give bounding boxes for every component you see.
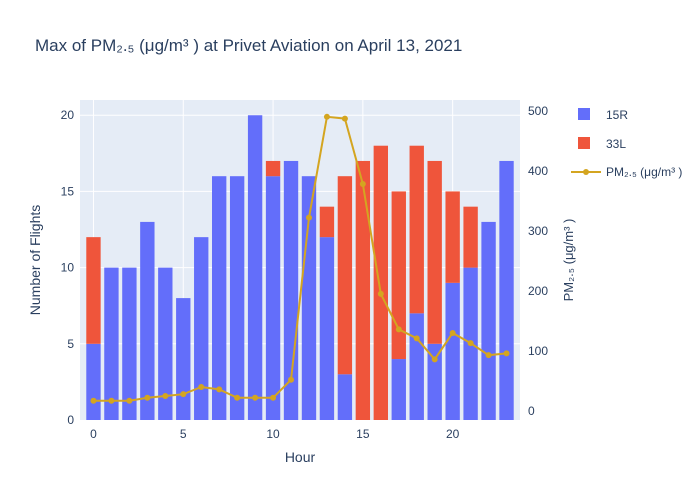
y2-axis-label: PM₂.₅ (μg/m³ ) — [561, 219, 576, 302]
pm25-point — [323, 113, 330, 120]
pm25-point — [377, 290, 384, 297]
pm25-point — [234, 394, 241, 401]
bar-15r — [104, 267, 119, 420]
y-tick-label: 15 — [61, 184, 75, 198]
pm25-point — [108, 397, 115, 404]
x-tick-label: 0 — [90, 427, 97, 441]
y-axis-label: Number of Flights — [27, 205, 43, 315]
pm25-point — [449, 329, 456, 336]
y2-tick-label: 200 — [528, 284, 548, 298]
bar-15r — [176, 298, 191, 420]
bar-15r — [445, 282, 460, 420]
pm25-point — [90, 397, 97, 404]
y2-tick-label: 400 — [528, 164, 548, 178]
bar-15r — [247, 115, 263, 420]
y2-tick-label: 0 — [528, 404, 535, 418]
pm25-point — [305, 214, 312, 221]
pm25-point — [341, 115, 348, 122]
pm25-line — [93, 115, 507, 402]
pm25-point — [270, 394, 277, 401]
pm25-point — [216, 386, 223, 393]
bar-15r — [409, 313, 424, 420]
pm25-point — [288, 376, 295, 383]
pm25-point — [144, 394, 151, 401]
bar-15r — [319, 237, 335, 420]
bar-15r — [265, 176, 281, 420]
bar-15r — [86, 343, 101, 420]
bar-15r — [499, 160, 514, 420]
bar-15r — [140, 221, 155, 420]
legend-label-33l: 33L — [606, 137, 626, 151]
chart-title: Max of PM₂.₅ (μg/m³ ) at Privet Aviation… — [35, 36, 462, 55]
bar-33l — [427, 160, 442, 344]
bar-15r — [337, 374, 353, 420]
pm25-point — [126, 397, 133, 404]
x-tick-label: 10 — [266, 427, 280, 441]
pm25-point — [252, 394, 259, 401]
y-tick-label: 0 — [67, 413, 74, 427]
bar-33l — [391, 191, 406, 360]
bar-15r — [194, 237, 209, 420]
pm25-point — [198, 383, 205, 390]
bar-15r — [158, 267, 173, 420]
bar-33l — [445, 191, 460, 283]
bar-15r — [391, 359, 406, 420]
y-tick-label: 5 — [67, 337, 74, 351]
pm25-point — [467, 340, 474, 347]
pm25-point — [162, 392, 169, 399]
y-tick-label: 10 — [61, 261, 75, 275]
bar-15r — [481, 221, 496, 420]
bar-33l — [86, 237, 101, 344]
legend-label-pm25: PM₂.₅ (μg/m³ ) — [606, 165, 682, 179]
legend-swatch-15r — [578, 108, 590, 120]
y-tick-label: 20 — [61, 108, 75, 122]
bar-15r — [301, 176, 317, 420]
bar-15r — [427, 343, 442, 420]
bar-15r — [229, 176, 245, 420]
pm25-point — [503, 350, 510, 357]
x-tick-label: 5 — [180, 427, 187, 441]
pm25-point — [395, 326, 402, 333]
legend-swatch-33l — [578, 137, 590, 149]
legend: 15R 33L PM₂.₅ (μg/m³ ) — [571, 108, 682, 179]
bar-15r — [122, 267, 137, 420]
pm25-point — [180, 391, 187, 398]
bar-33l — [337, 176, 353, 375]
pm25-series — [90, 113, 510, 404]
pm25-point — [359, 181, 366, 188]
x-tick-label: 15 — [356, 427, 370, 441]
bars — [86, 115, 514, 420]
legend-swatch-pm25-point — [583, 169, 589, 175]
pm25-point — [431, 356, 438, 363]
bar-33l — [265, 160, 281, 177]
bar-15r — [212, 176, 227, 420]
bar-33l — [355, 160, 371, 420]
bar-33l — [373, 145, 388, 420]
y2-tick-label: 500 — [528, 104, 548, 118]
legend-label-15r: 15R — [606, 108, 628, 122]
bar-33l — [319, 206, 335, 238]
y2-tick-label: 100 — [528, 344, 548, 358]
pm25-point — [413, 335, 420, 342]
y2-tick-label: 300 — [528, 224, 548, 238]
pm25-point — [485, 352, 492, 359]
bar-33l — [409, 145, 424, 314]
x-tick-label: 20 — [446, 427, 460, 441]
bar-33l — [463, 206, 478, 268]
x-axis-label: Hour — [285, 449, 316, 465]
